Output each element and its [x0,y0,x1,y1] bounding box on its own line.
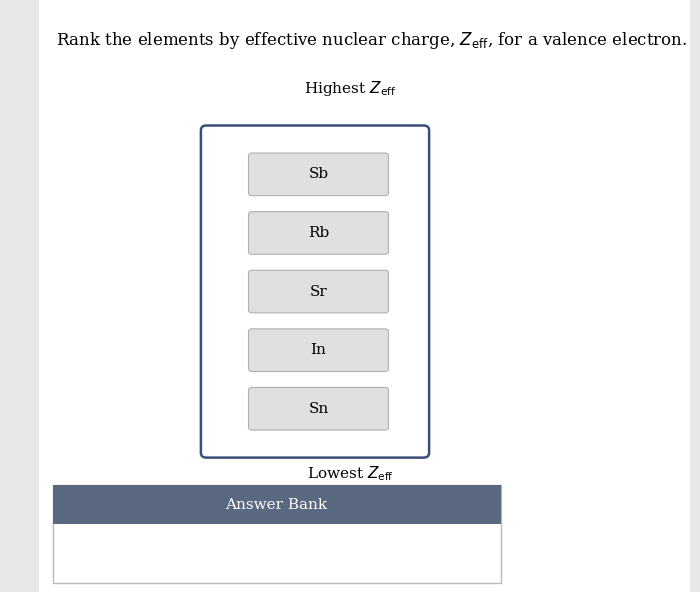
Text: Highest $Z_{\mathrm{eff}}$: Highest $Z_{\mathrm{eff}}$ [304,79,396,98]
FancyBboxPatch shape [201,126,429,458]
Bar [52,485,500,524]
Text: Lowest $Z_{\mathrm{eff}}$: Lowest $Z_{\mathrm{eff}}$ [307,465,393,484]
Text: Rank the elements by effective nuclear charge, $Z_{\mathrm{eff}}$, for a valence: Rank the elements by effective nuclear c… [56,30,687,50]
FancyBboxPatch shape [248,329,389,372]
FancyBboxPatch shape [248,212,389,255]
FancyBboxPatch shape [248,270,389,313]
Text: Sb: Sb [309,168,328,181]
Text: Sr: Sr [309,285,328,298]
Text: In: In [311,343,326,357]
Text: Sn: Sn [309,402,328,416]
FancyBboxPatch shape [248,153,389,195]
FancyBboxPatch shape [248,388,389,430]
Text: Rb: Rb [308,226,329,240]
Bar [52,485,500,583]
Text: Answer Bank: Answer Bank [225,498,328,511]
